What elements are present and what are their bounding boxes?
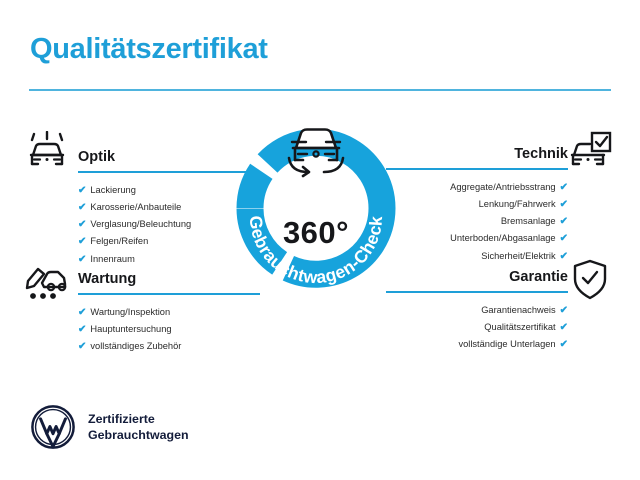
section-list-wartung: ✔ Wartung/Inspektion ✔ Hauptuntersuchung ✔… [78, 304, 260, 356]
list-item: ✔ Hauptuntersuchung [78, 321, 260, 338]
section-heading-garantie: Garantie [509, 269, 568, 285]
section-divider-technik [386, 168, 568, 170]
car-rotate-icon [282, 120, 350, 183]
list-item: ✔ Lackierung [78, 182, 260, 199]
list-item-label: Lackierung [90, 184, 136, 195]
list-item: Garantienachweis ✔ [386, 302, 568, 319]
check-icon: ✔ [78, 219, 87, 231]
list-item-label: Karosserie/Anbauteile [90, 201, 182, 212]
section-divider-wartung [78, 293, 260, 295]
list-item-label: Bremsanlage [500, 216, 556, 227]
list-item: ✔ Wartung/Inspektion [78, 304, 260, 321]
section-divider-garantie [386, 291, 568, 293]
list-item: ✔ Verglasung/Beleuchtung [78, 216, 260, 233]
check-icon: ✔ [559, 250, 568, 262]
section-heading-technik: Technik [514, 146, 568, 162]
check-icon: ✔ [78, 184, 87, 196]
car-shine-icon [26, 130, 68, 174]
section-heading-wartung: Wartung [78, 271, 137, 287]
check-icon: ✔ [559, 339, 568, 351]
list-item: Qualitätszertifikat ✔ [386, 319, 568, 336]
list-item-label: Felgen/Reifen [90, 236, 149, 247]
car-checkbox-icon [568, 131, 612, 176]
vw-logo-icon [31, 405, 75, 449]
title-divider [29, 89, 611, 91]
section-heading-optik: Optik [78, 149, 116, 165]
list-item: vollständige Unterlagen ✔ [386, 336, 568, 353]
list-item-label: vollständiges Zubehör [90, 341, 182, 352]
list-item-label: vollständige Unterlagen [458, 339, 556, 350]
list-item-label: Aggregate/Antriebsstrang [450, 181, 556, 192]
check-icon: ✔ [78, 306, 87, 318]
check-icon: ✔ [559, 321, 568, 333]
list-item-label: Hauptuntersuchung [90, 323, 172, 334]
list-item-label: Garantienachweis [481, 304, 556, 315]
badge-degrees: 360° [282, 215, 350, 250]
badge-ring: Gebrauchtwagen-Check [236, 128, 396, 288]
section-garantie: Garantie Garantienachweis ✔ Qualitätszert… [386, 268, 568, 353]
footer-line-2: Gebrauchtwagen [88, 428, 189, 442]
check-icon: ✔ [559, 198, 568, 210]
list-item-label: Unterboden/Abgasanlage [450, 233, 556, 244]
list-item-label: Verglasung/Beleuchtung [90, 219, 192, 230]
list-item-label: Sicherheit/Elektrik [481, 250, 556, 261]
check-icon: ✔ [78, 201, 87, 213]
list-item-label: Qualitätszertifikat [484, 321, 556, 332]
badge-360-gebrauchtwagen-check: Gebrauchtwagen-Check 360° [228, 120, 404, 296]
list-item: ✔ Karosserie/Anbauteile [78, 199, 260, 216]
section-list-garantie: Garantienachweis ✔ Qualitätszertifikat ✔ v… [386, 302, 568, 354]
list-item: Unterboden/Abgasanlage ✔ [386, 230, 568, 247]
check-icon: ✔ [559, 233, 568, 245]
check-icon: ✔ [78, 236, 87, 248]
list-item: Lenkung/Fahrwerk ✔ [386, 196, 568, 213]
check-icon: ✔ [559, 304, 568, 316]
section-list-technik: Aggregate/Antriebsstrang ✔ Lenkung/Fahrwe… [386, 179, 568, 265]
list-item: ✔ vollständiges Zubehör [78, 338, 260, 355]
check-icon: ✔ [559, 216, 568, 228]
check-icon: ✔ [78, 323, 87, 335]
footer-text: Zertifizierte Gebrauchtwagen [88, 411, 189, 444]
page-title: Qualitätszertifikat [30, 33, 268, 65]
list-item: ✔ Felgen/Reifen [78, 233, 260, 250]
list-item: ✔ Innenraum [78, 251, 260, 268]
list-item: Aggregate/Antriebsstrang ✔ [386, 179, 568, 196]
footer-line-1: Zertifizierte [88, 411, 155, 426]
shield-check-icon [572, 259, 608, 306]
car-service-pen-icon [24, 261, 70, 306]
section-list-optik: ✔ Lackierung ✔ Karosserie/Anbauteile ✔ Verg… [78, 182, 260, 268]
list-item: Bremsanlage ✔ [386, 213, 568, 230]
check-icon: ✔ [559, 181, 568, 193]
check-icon: ✔ [78, 253, 87, 265]
section-optik: Optik ✔ Lackierung ✔ Karosserie/Anbauteile… [78, 148, 260, 268]
list-item-label: Lenkung/Fahrwerk [478, 198, 556, 209]
check-icon: ✔ [78, 341, 87, 353]
footer-brand: Zertifizierte Gebrauchtwagen [30, 404, 189, 450]
section-divider-optik [78, 171, 260, 173]
section-technik: Technik Aggregate/Antriebsstrang ✔ Lenkun… [386, 145, 568, 265]
list-item-label: Innenraum [90, 253, 135, 264]
section-wartung: Wartung ✔ Wartung/Inspektion ✔ Hauptunters… [78, 270, 260, 355]
list-item-label: Wartung/Inspektion [90, 306, 171, 317]
list-item: Sicherheit/Elektrik ✔ [386, 248, 568, 265]
